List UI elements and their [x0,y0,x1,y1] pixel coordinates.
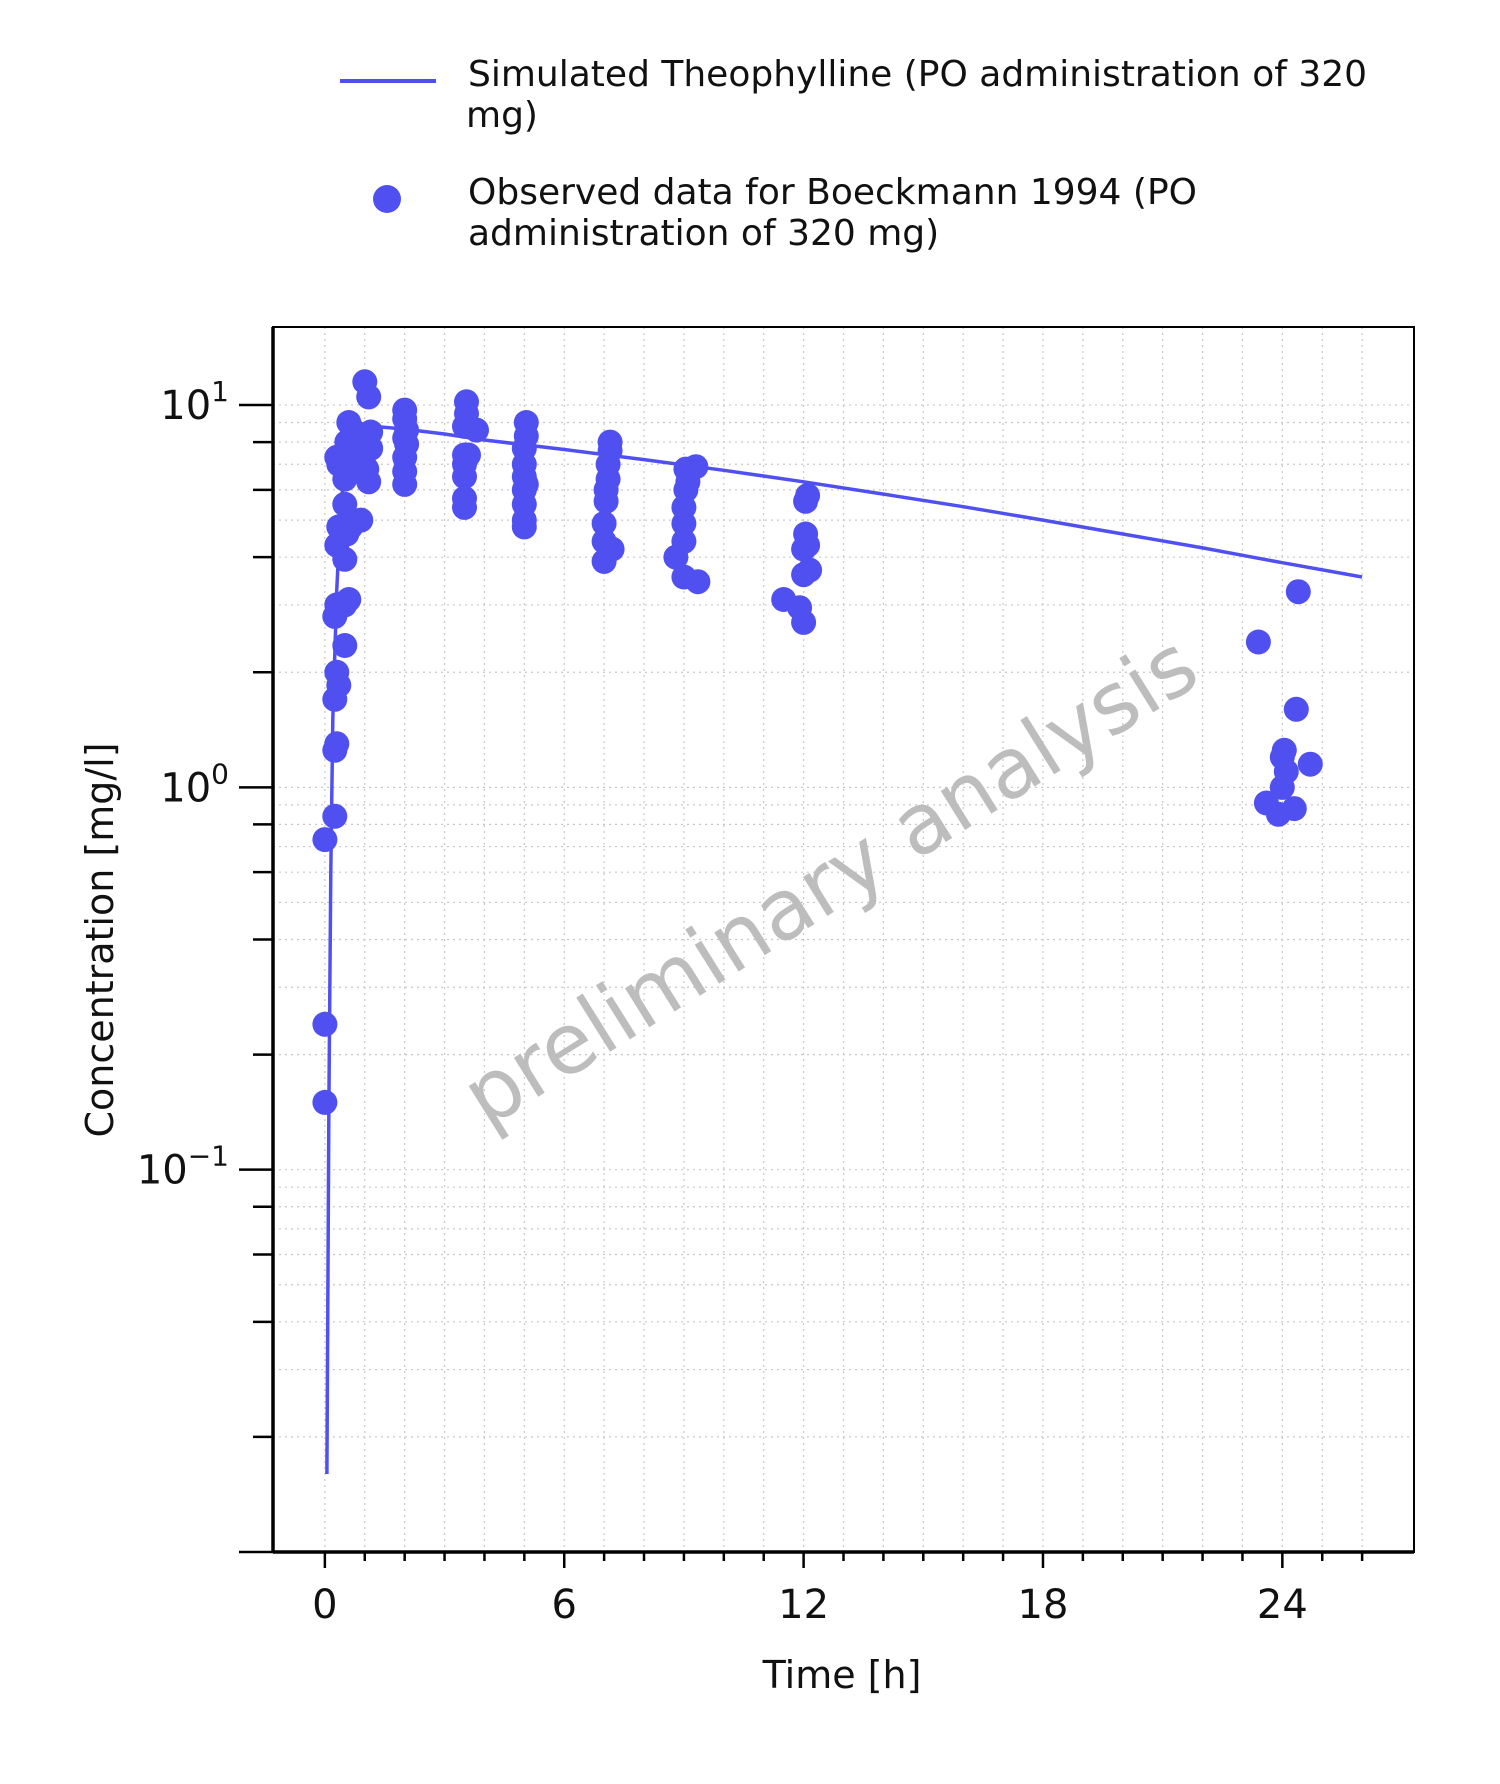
observed-point [332,546,358,572]
observed-point [356,384,382,410]
observed-point [464,417,489,443]
y-axis-ticks: 10−1 100 101 [137,375,273,1554]
y-tick-label: 100 [160,757,229,811]
x-tick-label: 18 [1018,1582,1069,1628]
observed-point [795,532,821,558]
observed-point [1271,737,1297,763]
legend-label-observed-line1: Observed data for Boeckmann 1994 (PO [468,172,1197,213]
legend: Simulated Theophylline (PO administratio… [340,54,1367,254]
observed-point [358,435,384,461]
observed-point [356,469,382,495]
observed-point [394,417,420,443]
y-tick-label: 101 [160,375,229,429]
observed-point [312,827,338,853]
observed-point [1245,629,1271,655]
observed-point [1273,759,1299,784]
observed-point [392,397,418,423]
observed-point [324,731,350,757]
observed-point [326,672,352,698]
observed-point [795,483,821,508]
observed-point [332,491,358,517]
observed-point [597,429,623,455]
x-axis-label: Time [h] [762,1653,922,1697]
observed-point [336,587,362,612]
y-tick-label: 10−1 [137,1140,229,1194]
legend-label-simulated-line1: Simulated Theophylline (PO administratio… [468,54,1367,95]
legend-label-observed-line2: administration of 320 mg) [468,213,939,254]
observed-point [671,528,697,554]
observed-point [683,454,709,480]
series-observed [312,369,1323,1115]
observed-point [456,442,481,468]
observed-point [312,1011,338,1037]
observed-point [513,471,539,497]
observed-point [348,507,374,533]
x-tick-label: 12 [778,1582,829,1628]
y-axis-label: Concentration [mg/l] [78,742,122,1137]
observed-point [591,511,617,536]
legend-label-simulated-line2: mg) [466,95,538,136]
observed-point [452,485,477,511]
observed-point [1297,751,1323,777]
observed-point [513,410,539,435]
x-axis-ticks: 0 6 12 18 24 [312,1552,1364,1628]
observed-point [332,633,358,658]
observed-point [1283,696,1309,722]
observed-point [599,536,625,562]
observed-point [1281,796,1307,822]
observed-point [312,1089,338,1115]
observed-point [454,389,479,415]
legend-marker-swatch [373,185,401,213]
observed-point [791,609,817,635]
x-tick-label: 0 [312,1582,337,1628]
x-tick-label: 6 [552,1582,577,1628]
observed-point [797,557,823,583]
x-tick-label: 24 [1257,1582,1308,1628]
observed-point [322,803,348,829]
observed-point [685,569,711,595]
observed-point [1285,579,1311,605]
